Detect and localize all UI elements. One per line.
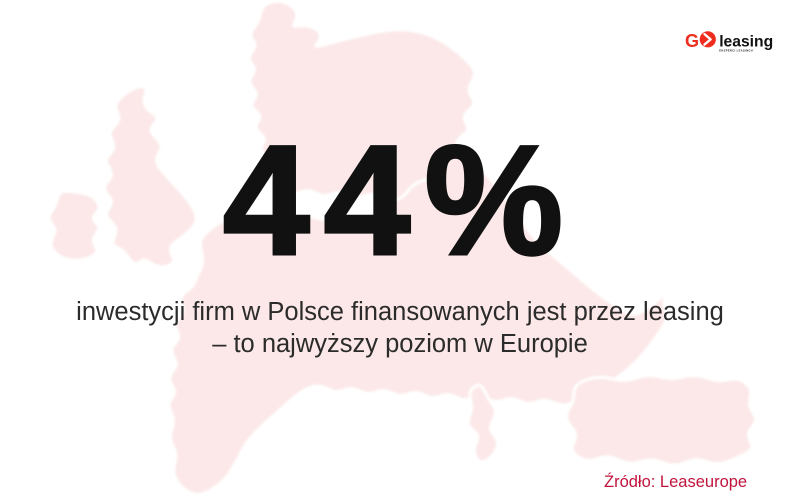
svg-text:leasing: leasing: [719, 33, 773, 50]
svg-text:G: G: [685, 31, 699, 51]
svg-text:EKSPERCI LEASINGU: EKSPERCI LEASINGU: [719, 49, 753, 53]
